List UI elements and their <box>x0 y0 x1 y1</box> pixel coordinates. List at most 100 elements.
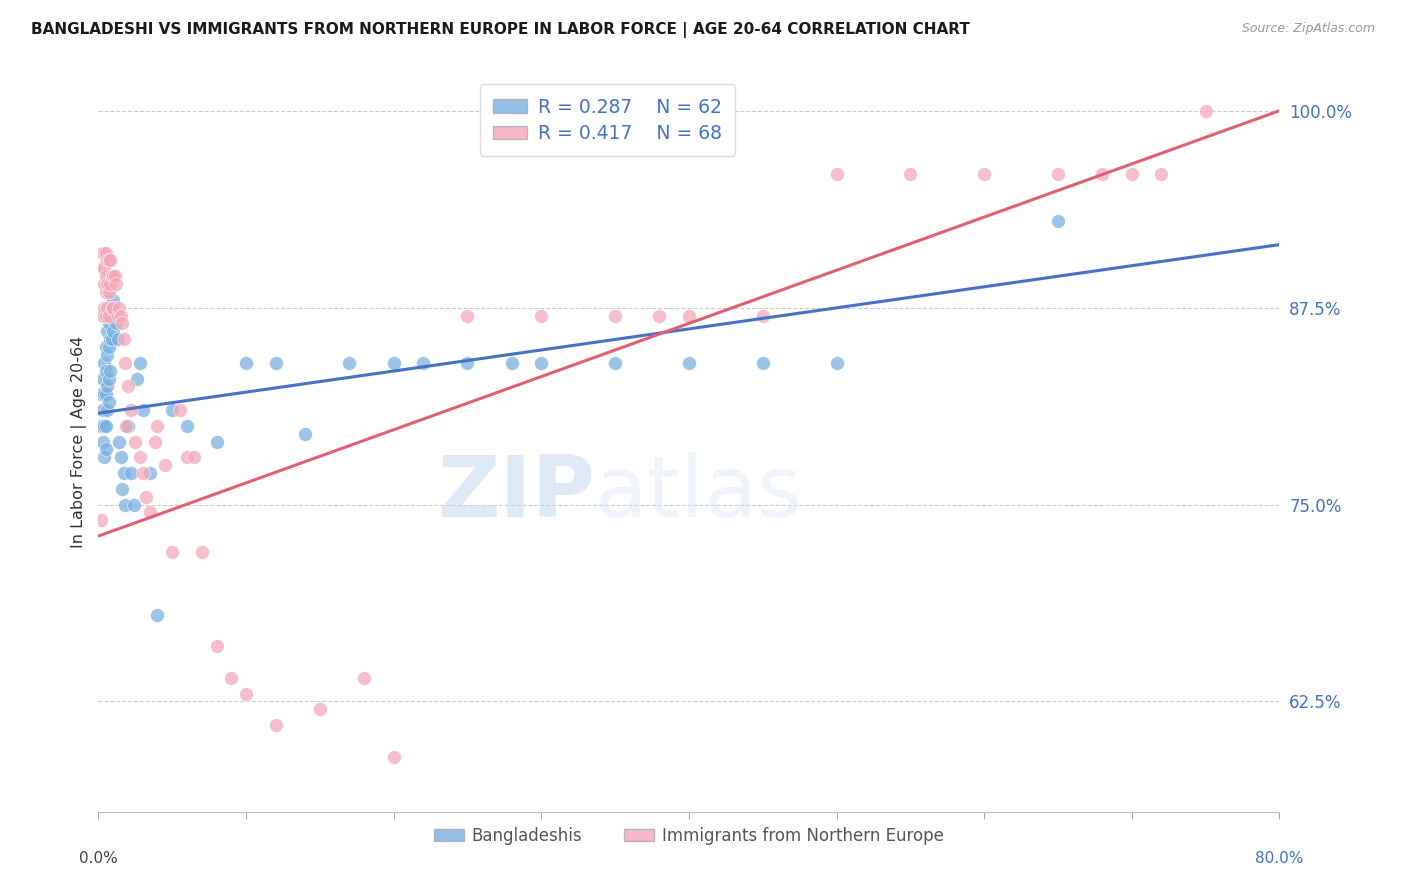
Point <box>169 403 191 417</box>
Point <box>94 340 117 354</box>
Point <box>103 269 125 284</box>
Point <box>94 269 117 284</box>
Point <box>93 277 115 291</box>
Point <box>100 301 122 315</box>
Text: 80.0%: 80.0% <box>1256 851 1303 865</box>
Point <box>900 167 922 181</box>
Point <box>825 167 848 181</box>
Point <box>115 418 138 433</box>
Point <box>94 364 117 378</box>
Point <box>752 309 775 323</box>
Point <box>114 356 136 370</box>
Point <box>339 356 361 370</box>
Point <box>91 245 114 260</box>
Point <box>103 293 125 307</box>
Point <box>93 301 115 315</box>
Point <box>205 434 228 449</box>
Point <box>752 356 775 370</box>
Point <box>100 269 122 284</box>
Y-axis label: In Labor Force | Age 20-64: In Labor Force | Age 20-64 <box>72 335 87 548</box>
Text: ZIP: ZIP <box>437 452 595 535</box>
Point <box>91 403 114 417</box>
Point <box>96 301 118 315</box>
Point <box>132 403 155 417</box>
Point <box>93 450 115 465</box>
Point <box>96 253 118 268</box>
Point <box>382 356 405 370</box>
Point <box>93 418 115 433</box>
Point <box>94 245 117 260</box>
Point <box>412 356 434 370</box>
Point <box>648 309 671 323</box>
Point <box>825 356 848 370</box>
Point <box>120 403 142 417</box>
Point <box>105 277 128 291</box>
Text: atlas: atlas <box>595 452 803 535</box>
Point <box>139 466 162 480</box>
Point <box>96 324 118 338</box>
Point <box>103 301 125 315</box>
Legend: Bangladeshis, Immigrants from Northern Europe: Bangladeshis, Immigrants from Northern E… <box>427 820 950 852</box>
Point <box>162 545 183 559</box>
Point <box>107 309 129 323</box>
Point <box>110 309 132 323</box>
Point <box>457 356 479 370</box>
Point <box>100 301 122 315</box>
Point <box>162 403 183 417</box>
Point <box>309 702 332 716</box>
Point <box>90 387 112 401</box>
Point <box>91 309 114 323</box>
Point <box>205 640 228 654</box>
Point <box>235 356 257 370</box>
Point <box>530 356 553 370</box>
Point <box>97 309 120 323</box>
Point <box>94 285 117 299</box>
Point <box>94 418 117 433</box>
Point <box>146 418 169 433</box>
Point <box>135 490 157 504</box>
Point <box>93 261 115 276</box>
Point <box>97 340 120 354</box>
Point <box>97 253 120 268</box>
Point <box>97 395 120 409</box>
Point <box>90 418 112 433</box>
Point <box>605 309 627 323</box>
Point <box>605 356 627 370</box>
Point <box>97 371 120 385</box>
Point <box>457 309 479 323</box>
Point <box>112 466 135 480</box>
Point <box>146 607 169 622</box>
Point <box>96 277 118 291</box>
Point <box>108 434 131 449</box>
Point <box>294 426 316 441</box>
Point <box>1046 214 1070 228</box>
Point <box>973 167 995 181</box>
Point <box>353 671 375 685</box>
Point <box>98 253 121 268</box>
Point <box>96 379 118 393</box>
Point <box>97 285 120 299</box>
Point <box>125 371 148 385</box>
Point <box>98 277 121 291</box>
Point <box>132 466 155 480</box>
Point <box>108 301 131 315</box>
Point <box>91 261 114 276</box>
Point <box>128 356 150 370</box>
Point <box>264 356 287 370</box>
Point <box>1150 167 1173 181</box>
Point <box>1091 167 1114 181</box>
Point <box>104 309 127 323</box>
Point <box>176 450 198 465</box>
Point <box>235 687 257 701</box>
Point <box>139 505 162 519</box>
Point <box>110 450 132 465</box>
Point <box>98 332 121 346</box>
Point <box>114 498 136 512</box>
Point <box>91 371 114 385</box>
Point <box>1195 103 1218 118</box>
Point <box>98 364 121 378</box>
Point <box>117 379 139 393</box>
Point <box>1046 167 1070 181</box>
Point <box>153 458 176 472</box>
Point <box>103 324 125 338</box>
